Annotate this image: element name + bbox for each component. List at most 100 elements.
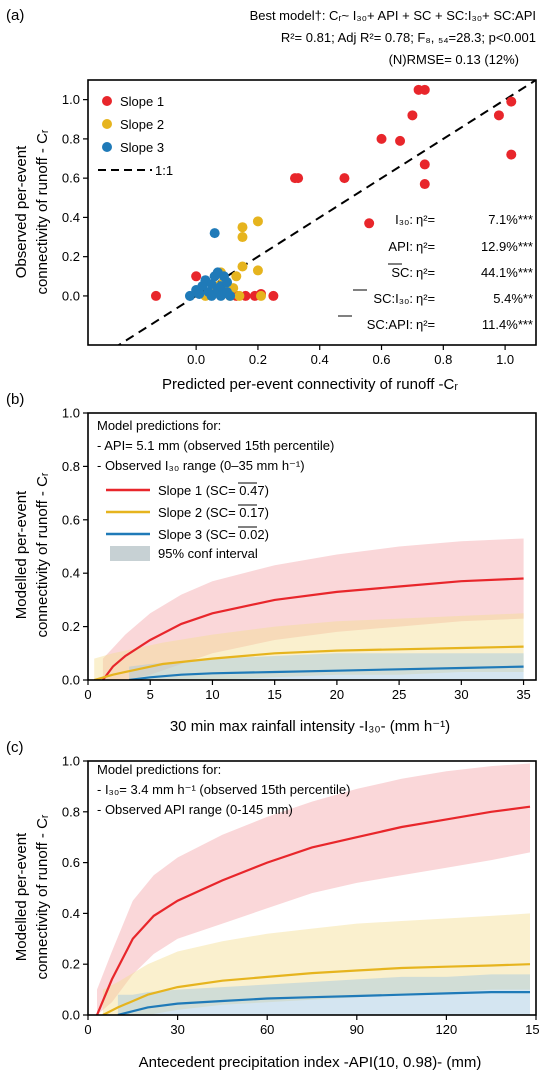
panel-c-band-slope-1 <box>97 763 530 1015</box>
panel-b-ylabel-line1: Modelled per-event <box>13 490 30 619</box>
eta-term-sc: SC: <box>391 265 413 280</box>
point-slope-1-20 <box>506 149 517 160</box>
legend-label-slope2: Slope 2 <box>120 117 164 132</box>
panel-a-ytick-label-4: 0.8 <box>62 131 80 146</box>
legend-series-slope3: Slope 3 (SC= 0.02) <box>158 527 269 542</box>
panel-b-band-slope-1 <box>102 538 524 680</box>
panel-c-legend-line1: Model predictions for: <box>97 762 221 777</box>
eta-symbol-i30: η²= <box>416 212 435 227</box>
point-slope-1-1 <box>191 271 202 282</box>
point-slope-3-9 <box>209 228 220 239</box>
panel-b-ytick-label-2: 0.4 <box>62 566 80 581</box>
panel-c-line-slope-3 <box>117 991 530 1015</box>
panel-b-band-slope-2 <box>94 613 524 680</box>
point-slope-1-17 <box>419 179 430 190</box>
point-slope-1-6 <box>268 290 279 301</box>
panel-c-xtick-label-1: 30 <box>170 1022 184 1037</box>
panel-b-line-slope-3 <box>128 665 524 680</box>
panel-b-xtick-label-2: 10 <box>205 687 219 702</box>
panel-a-ytick-label-0: 0.0 <box>62 288 80 303</box>
eta-term-i30: I₃₀: <box>395 212 413 227</box>
panel-c-xtick-label-4: 120 <box>436 1022 458 1037</box>
panel-b-xtick-label-1: 5 <box>147 687 154 702</box>
panel-b-ytick-label-3: 0.6 <box>62 512 80 527</box>
panel-c-label: (c) <box>6 739 24 756</box>
legend-series-slope1: Slope 1 (SC= 0.47) <box>158 483 269 498</box>
panel-c-legend-line2: - I₃₀= 3.4 mm h⁻¹ (observed 15th percent… <box>97 782 350 797</box>
panel-a-xtick-label-1: 0.2 <box>249 352 267 367</box>
panel-a-ytick-label-1: 0.2 <box>62 249 80 264</box>
eta-symbol-sc: η²= <box>416 265 435 280</box>
panel-c-band-slope-3 <box>117 974 531 1015</box>
point-slope-1-0 <box>150 290 161 301</box>
legend-label-slope1: Slope 1 <box>120 94 164 109</box>
panel-a-ytick-label-5: 1.0 <box>62 92 80 107</box>
point-slope-1-13 <box>407 110 418 121</box>
panel-c-ytick-label-3: 0.6 <box>62 855 80 870</box>
panel-c-plot-area: 0 30 60 90 120 150 0.0 0.2 0.4 0.6 0.8 1.0 <box>62 754 539 1038</box>
eta-value-api: 12.9%*** <box>481 239 533 254</box>
panel-c-line-slope-2 <box>102 963 531 1015</box>
panel-b-xlabel: 30 min max rainfall intensity -I₃₀- (mm … <box>170 718 450 735</box>
panel-b-ytick-label-1: 0.2 <box>62 619 80 634</box>
panel-c-ytick-label-4: 0.8 <box>62 804 80 819</box>
panel-c: (c) Modelled per-event connectivity of r… <box>6 739 539 1071</box>
panel-b-line-slope-2 <box>93 645 524 680</box>
legend-label-slope3: Slope 3 <box>120 140 164 155</box>
point-slope-2-12 <box>237 261 248 272</box>
panel-a-ytick-label-2: 0.4 <box>62 210 80 225</box>
panel-c-xtick-label-0: 0 <box>84 1022 91 1037</box>
panel-a-frame <box>87 79 537 346</box>
eta-term-sc-api: SC:API: <box>367 317 413 332</box>
point-slope-1-16 <box>419 159 430 170</box>
panel-a-ylabel-line1: Observed per-event <box>13 145 30 278</box>
panel-a-label: (a) <box>6 7 24 24</box>
eta-value-i30: 7.1%*** <box>488 212 533 227</box>
panel-c-line-slope-1 <box>95 805 531 1015</box>
point-slope-3-17 <box>225 290 236 301</box>
panel-a-header-line3: (N)RMSE= 0.13 (12%) <box>389 52 519 67</box>
panel-b-line-slope-1 <box>102 577 524 680</box>
point-slope-1-19 <box>506 96 517 107</box>
panel-c-frame <box>87 760 537 1016</box>
one-to-one-line <box>117 80 536 345</box>
panel-b-legend: Model predictions for: - API= 5.1 mm (ob… <box>97 418 334 561</box>
panel-c-ytick-label-1: 0.2 <box>62 957 80 972</box>
legend-marker-slope2 <box>102 119 112 129</box>
point-slope-1-11 <box>376 133 387 144</box>
legend-marker-slope3 <box>102 142 112 152</box>
panel-c-ylabel-line1: Modelled per-event <box>13 832 30 961</box>
point-slope-3-2 <box>194 288 205 299</box>
eta-term-api: API: <box>388 239 413 254</box>
panel-b-xtick-label-0: 0 <box>84 687 91 702</box>
panel-c-xlabel: Antecedent precipitation index -API(10, … <box>139 1054 482 1071</box>
panel-b-label: (b) <box>6 391 24 408</box>
panel-a-xtick-label-4: 0.8 <box>434 352 452 367</box>
panel-b-xtick-label-5: 25 <box>392 687 406 702</box>
panel-a-eta-annotations: I₃₀: η²= 7.1%*** API: η²= 12.9%*** SC: η… <box>338 212 533 332</box>
panel-b-ytick-label-5: 1.0 <box>62 406 80 421</box>
point-slope-1-9 <box>339 173 350 184</box>
panel-b-xtick-label-4: 20 <box>330 687 344 702</box>
panel-c-band-slope-2 <box>102 913 531 1015</box>
point-slope-3-16 <box>222 277 233 288</box>
point-slope-2-14 <box>252 265 263 276</box>
panel-a-ytick-label-3: 0.6 <box>62 171 80 186</box>
point-slope-2-8 <box>231 271 242 282</box>
point-slope-2-10 <box>237 222 248 233</box>
point-slope-1-12 <box>395 135 406 146</box>
eta-term-sc-i30: SC:I₃₀: <box>373 291 413 306</box>
legend-marker-slope1 <box>102 96 112 106</box>
panel-b: (b) Modelled per-event connectivity of r… <box>6 391 537 735</box>
eta-value-sc: 44.1%*** <box>481 265 533 280</box>
legend-conf-swatch <box>110 546 150 561</box>
panel-c-ytick-label-2: 0.4 <box>62 906 80 921</box>
legend-series-slope2: Slope 2 (SC= 0.17) <box>158 505 269 520</box>
panel-b-xtick-label-6: 30 <box>454 687 468 702</box>
panel-a: (a) Best model†: Cᵣ~ I₃₀+ API + SC + SC:… <box>6 7 537 393</box>
panel-c-ylabel-line2: connectivity of runoff - Cᵣ <box>34 814 51 979</box>
panel-a-header-line1: Best model†: Cᵣ~ I₃₀+ API + SC + SC:I₃₀+… <box>250 8 536 23</box>
point-slope-3-7 <box>206 279 217 290</box>
panel-c-ytick-label-5: 1.0 <box>62 754 80 769</box>
